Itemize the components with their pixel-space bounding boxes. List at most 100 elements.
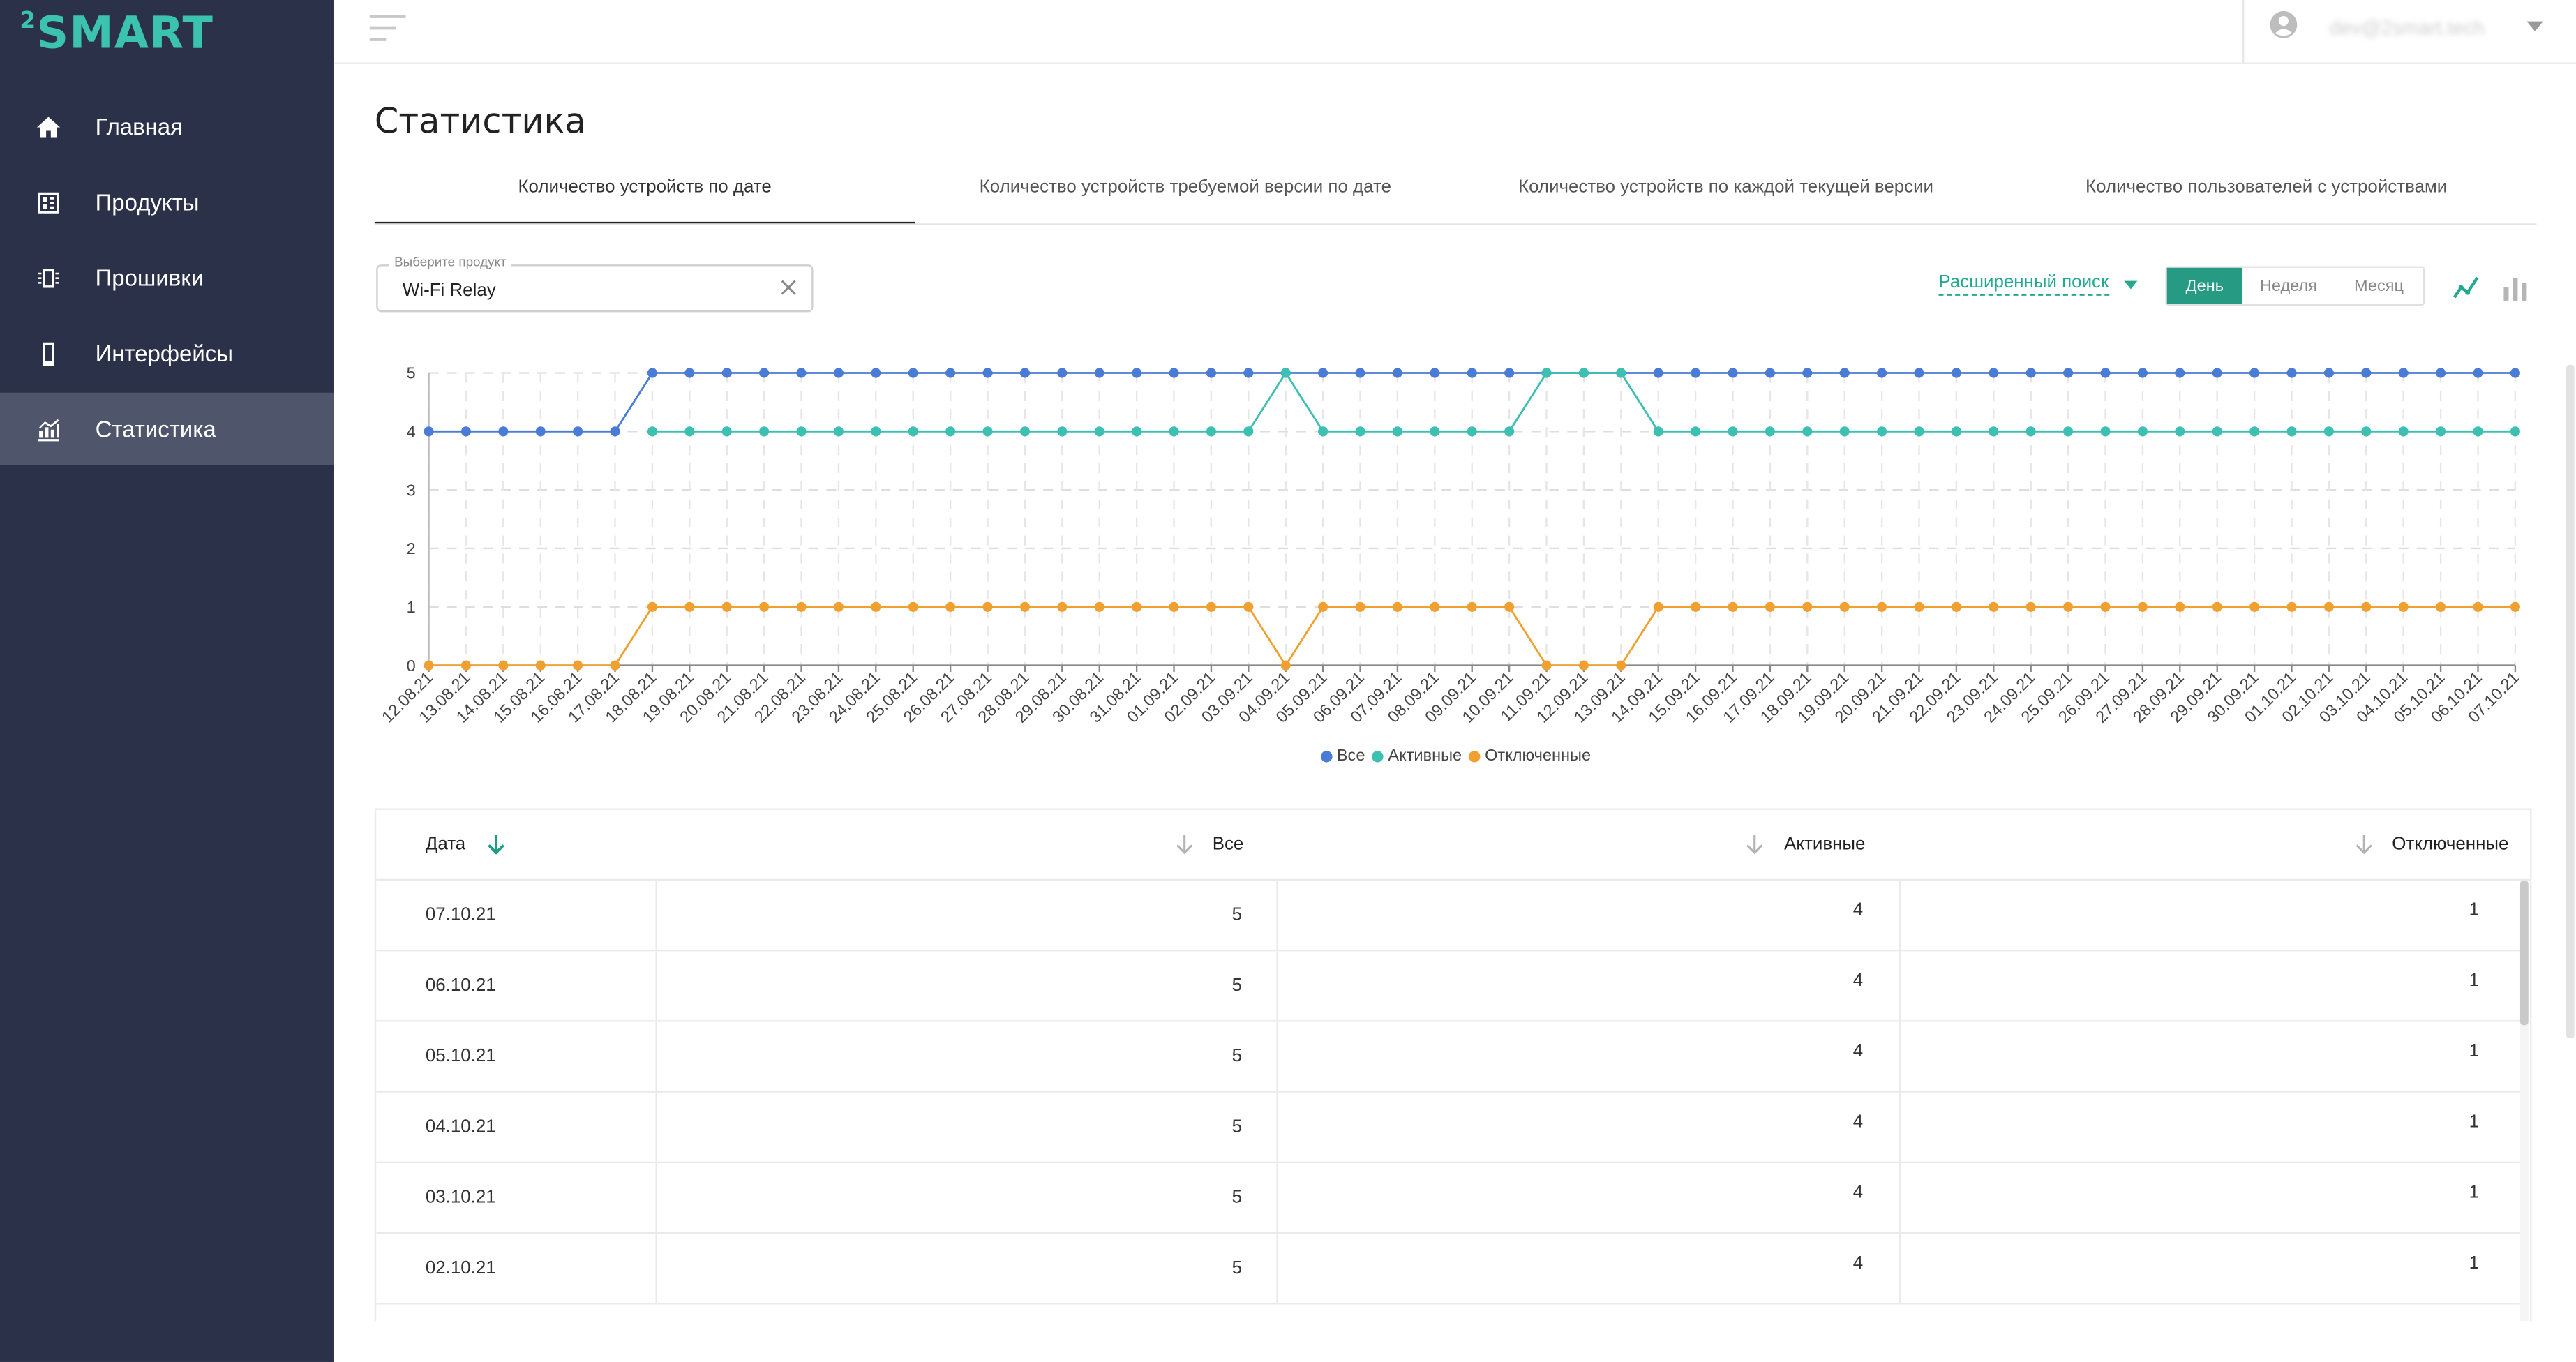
sidebar-item-statistics[interactable]: Статистика	[0, 392, 334, 465]
products-icon	[0, 188, 96, 216]
data-point	[1765, 426, 1775, 437]
period-day-button[interactable]: День	[2166, 267, 2243, 304]
statistics-icon	[0, 415, 96, 443]
data-point	[460, 426, 472, 437]
data-point	[1094, 368, 1104, 378]
period-week-button[interactable]: Неделя	[2259, 276, 2318, 295]
data-point	[1280, 660, 1291, 671]
data-point	[2212, 426, 2222, 437]
data-point	[1094, 601, 1104, 612]
tab-devices-current-version[interactable]: Количество устройств по каждой текущей в…	[1518, 177, 1934, 197]
table-row: 06.10.21 5 4 1	[376, 951, 2520, 1022]
caret-down-icon[interactable]	[2124, 280, 2138, 290]
sort-arrow-down-icon[interactable]	[2354, 833, 2374, 856]
line-chart-icon[interactable]	[2451, 273, 2480, 302]
stats-table: Дата Все Активные Отключенные 07.10.21 5…	[374, 808, 2532, 1322]
data-point	[2473, 601, 2483, 612]
data-point	[573, 426, 583, 437]
close-icon[interactable]	[779, 278, 798, 297]
chevron-down-icon[interactable]	[2526, 21, 2543, 31]
data-point	[721, 601, 732, 612]
data-point	[498, 660, 509, 671]
data-point	[1019, 368, 1030, 378]
data-point	[1467, 368, 1477, 378]
sort-arrow-down-icon[interactable]	[486, 833, 506, 856]
menu-icon[interactable]	[369, 15, 410, 44]
sidebar-item-home[interactable]: Главная	[0, 91, 334, 163]
cell-disabled: 1	[1899, 1092, 2520, 1162]
column-header-all[interactable]: Все	[1212, 835, 1244, 855]
data-point	[1653, 601, 1663, 612]
data-point	[796, 426, 807, 437]
data-point	[2510, 601, 2520, 612]
cell-all: 5	[655, 1092, 1276, 1162]
sort-arrow-down-icon[interactable]	[1175, 833, 1195, 856]
data-point	[610, 660, 620, 671]
data-point	[1169, 368, 1179, 378]
chart: 0 1 2 3 4 5 12.08.21 13.08.21 14.08.21 15.08.21 16…	[375, 345, 2537, 797]
y-tick-label: 4	[407, 423, 416, 441]
data-point	[2323, 601, 2334, 612]
legend-dot	[1371, 751, 1384, 763]
data-point	[1653, 426, 1663, 437]
tab-devices-required-version[interactable]: Количество устройств требуемой версии по…	[979, 177, 1391, 197]
data-point	[759, 601, 770, 612]
tab-devices-by-date[interactable]: Количество устройств по дате	[374, 158, 915, 224]
data-point	[1280, 368, 1291, 378]
data-point	[796, 601, 807, 612]
table-row	[376, 1305, 2520, 1322]
data-point	[2025, 368, 2036, 378]
cell-active: 4	[1276, 1163, 1899, 1232]
data-point	[1019, 601, 1030, 612]
data-point	[759, 368, 770, 378]
bar-chart-icon[interactable]	[2501, 273, 2530, 302]
cell-date: 03.10.21	[425, 1188, 496, 1208]
data-point	[2323, 426, 2334, 437]
line-chart: 01234512.08.2113.08.2114.08.2115.08.2116…	[378, 364, 2523, 726]
data-point	[1914, 368, 1924, 378]
logo[interactable]: 2SMART	[20, 8, 214, 59]
y-tick-label: 3	[407, 481, 416, 499]
data-point	[573, 660, 583, 671]
sidebar-item-interfaces[interactable]: Интерфейсы	[0, 317, 334, 389]
column-header-date[interactable]: Дата	[425, 835, 466, 855]
table-scroll-thumb[interactable]	[2519, 881, 2529, 1026]
y-tick-label: 5	[407, 364, 416, 382]
legend-label: Активные	[1388, 747, 1462, 766]
data-point	[1318, 601, 1328, 612]
cell-all: 5	[655, 1022, 1276, 1091]
period-toggle: День Неделя Месяц	[2165, 266, 2425, 306]
data-point	[1392, 601, 1402, 612]
legend-dot	[1468, 751, 1481, 763]
data-point	[1765, 368, 1775, 378]
legend-item[interactable]: Все	[1320, 747, 1365, 765]
cell-disabled: 1	[1899, 1022, 2520, 1091]
data-point	[1765, 601, 1775, 612]
cell-date: 06.10.21	[425, 975, 496, 996]
column-header-disabled[interactable]: Отключенные	[2392, 835, 2509, 855]
product-select[interactable]: Выберите продукт Wi-Fi Relay	[376, 254, 814, 313]
tab-users-with-devices[interactable]: Количество пользователей с устройствами	[2085, 177, 2448, 197]
cell-active: 4	[1276, 881, 1899, 950]
data-point	[1132, 368, 1142, 378]
period-month-button[interactable]: Месяц	[2353, 276, 2404, 295]
sidebar-item-firmware[interactable]: Прошивки	[0, 241, 334, 314]
table-scrollbar[interactable]	[2519, 881, 2529, 1322]
data-point	[1019, 426, 1030, 437]
data-point	[1951, 601, 1961, 612]
data-point	[1728, 601, 1738, 612]
sidebar-item-products[interactable]: Продукты	[0, 166, 334, 239]
user-menu[interactable]: dev@2smart.tech	[2242, 0, 2576, 63]
page-scrollbar[interactable]	[2566, 364, 2575, 1039]
column-header-active[interactable]: Активные	[1784, 835, 1866, 855]
firmware-icon	[0, 264, 96, 292]
sort-arrow-down-icon[interactable]	[1745, 833, 1765, 856]
legend-item[interactable]: Отключенные	[1468, 747, 1591, 765]
data-point	[2436, 601, 2446, 612]
sidebar-item-label: Главная	[95, 113, 184, 140]
data-point	[2212, 368, 2222, 378]
legend-item[interactable]: Активные	[1371, 747, 1462, 766]
advanced-search-link[interactable]: Расширенный поиск	[1938, 273, 2109, 296]
data-point	[2361, 368, 2372, 378]
data-point	[833, 426, 844, 437]
